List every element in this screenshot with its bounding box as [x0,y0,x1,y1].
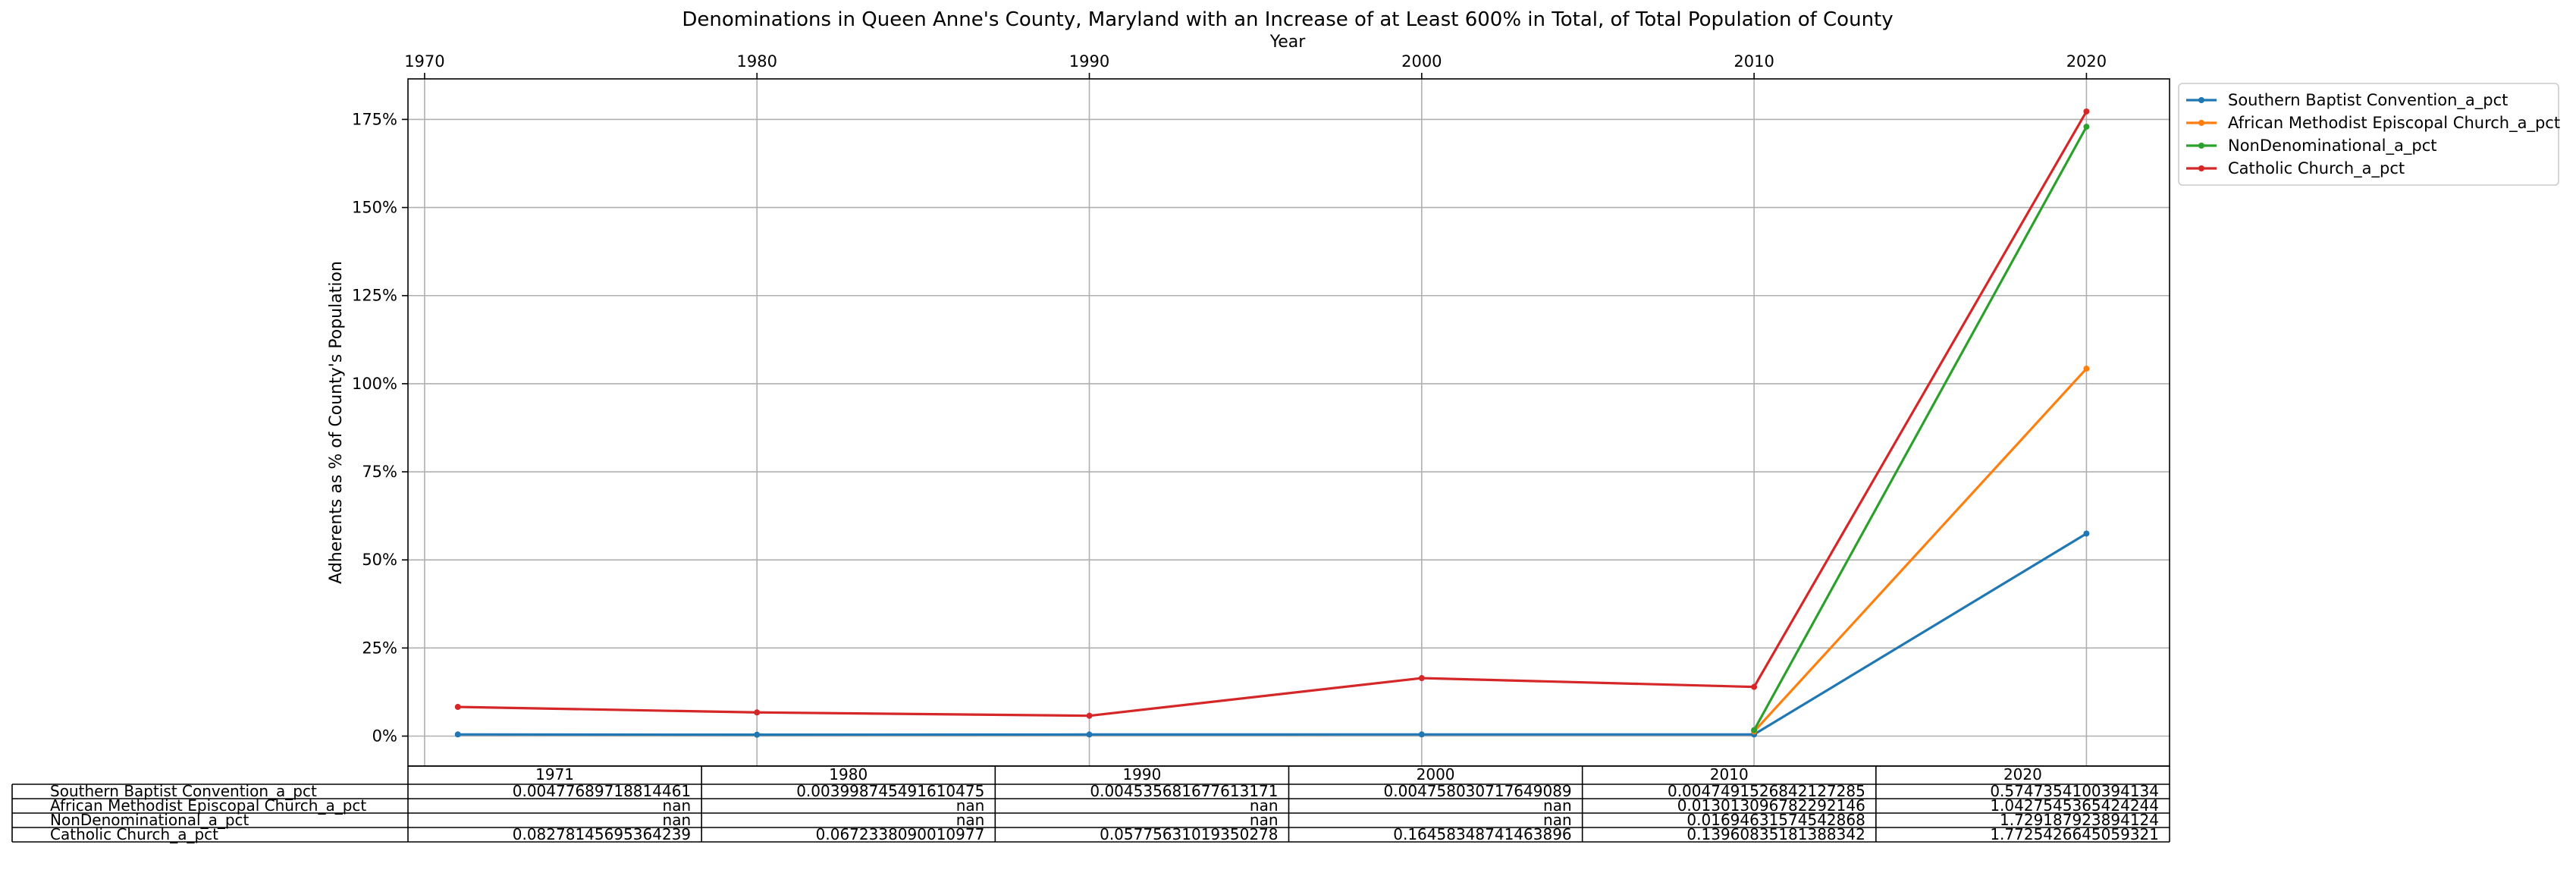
table-cell: 0.13960835181388342 [1686,825,1865,843]
legend-swatch-marker [2198,143,2204,149]
table-column-header: 1990 [1122,765,1161,784]
data-point [2083,124,2090,130]
table-cell: 0.16458348741463896 [1393,825,1571,843]
x-tick-label: 1980 [736,52,777,71]
legend: Southern Baptist Convention_a_pct African… [2178,83,2560,186]
table-cell: 1.7725426645059321 [1990,825,2159,843]
legend-label: Catholic Church_a_pct [2228,159,2405,178]
grid-lines [408,79,2170,766]
y-axis-label: Adherents as % of County's Population [327,261,346,584]
table-cell: 0.003998745491610475 [796,782,984,800]
table-cell: 0.00477689718814461 [513,782,691,800]
table-row-label: African Methodist Episcopal Church_a_pct [50,796,366,815]
y-tick-label: 125% [352,287,397,305]
legend-label: African Methodist Episcopal Church_a_pct [2228,114,2560,133]
series-line-2 [1752,126,2088,731]
x-tick-label: 2010 [1734,52,1774,71]
table-cell: 0.0672338090010977 [816,825,985,843]
table-cell: nan [956,796,985,815]
table-cell: 0.05775631019350278 [1100,825,1278,843]
y-tick-label: 75% [362,463,397,481]
table-cell: 0.004758030717649089 [1384,782,1572,800]
table-column-header: 1971 [535,765,574,784]
data-point [2083,530,2090,537]
data-point [1418,675,1425,682]
x-tick-label: 1990 [1069,52,1109,71]
table-column-header: 2010 [1710,765,1749,784]
y-tick-label: 100% [352,375,397,393]
table-cell: nan [1543,796,1572,815]
data-point [2083,366,2090,372]
legend-swatch-marker [2198,97,2204,103]
table-cell: 1.729187923894124 [2000,811,2159,829]
legend-box [2178,83,2559,186]
data-table: 1971 1980 1990 2000 2010 2020 Southern Baptist… [11,765,2170,843]
table-cell: nan [663,811,692,829]
table-cell: nan [1250,811,1279,829]
data-point [1418,731,1425,738]
y-tick-label: 50% [362,551,397,569]
data-point [1086,731,1093,738]
table-cell: nan [663,796,692,815]
x-tick-label: 2000 [1401,52,1442,71]
table-cell: 0.013013096782292146 [1677,796,1865,815]
x-axis-label: Year [1269,33,1307,52]
table-cell: 1.0427545365424244 [1990,796,2159,815]
legend-swatch-marker [2198,120,2204,126]
data-point [754,731,761,738]
data-point [1751,683,1758,690]
data-point [454,704,461,711]
legend-swatch-marker [2198,165,2204,171]
series-line-1 [1752,367,2088,733]
table-cell: 0.01694631574542868 [1686,811,1865,829]
data-point [1086,712,1093,719]
table-cell: nan [956,811,985,829]
legend-label: NonDenominational_a_pct [2228,137,2437,155]
data-point [2083,108,2090,115]
table-cell: 0.5747354100394134 [1990,782,2159,800]
table-cell: 0.0047491526842127285 [1668,782,1865,800]
table-cell: nan [1543,811,1572,829]
x-tick-label: 1970 [404,52,444,71]
series-line-0 [457,532,2088,736]
data-point [754,709,761,716]
table-cell: 0.004535681677613171 [1090,782,1278,800]
data-point [1751,727,1758,733]
table-column-header: 1980 [829,765,868,784]
table-row-label: NonDenominational_a_pct [50,811,249,829]
y-tick-label: 175% [352,110,397,128]
y-tick-label: 25% [362,639,397,657]
table-row-label: Catholic Church_a_pct [50,825,218,843]
data-point [454,731,461,738]
y-tick-label: 150% [352,199,397,217]
legend-label: Southern Baptist Convention_a_pct [2228,91,2508,110]
series-lines [454,108,2090,738]
axis-ticks: 1970 1980 1990 2000 2010 2020 0% 25% 50% 75% 100% 1… [352,52,2107,746]
table-cell: 0.08278145695364239 [513,825,691,843]
table-column-header: 2020 [2003,765,2042,784]
y-tick-label: 0% [372,727,397,746]
chart-title: Denominations in Queen Anne's County, Ma… [682,8,1893,31]
series-line-3 [457,111,2088,718]
table-cell: nan [1250,796,1279,815]
x-tick-label: 2020 [2066,52,2107,71]
table-row-label: Southern Baptist Convention_a_pct [50,782,317,800]
table-column-header: 2000 [1417,765,1455,784]
